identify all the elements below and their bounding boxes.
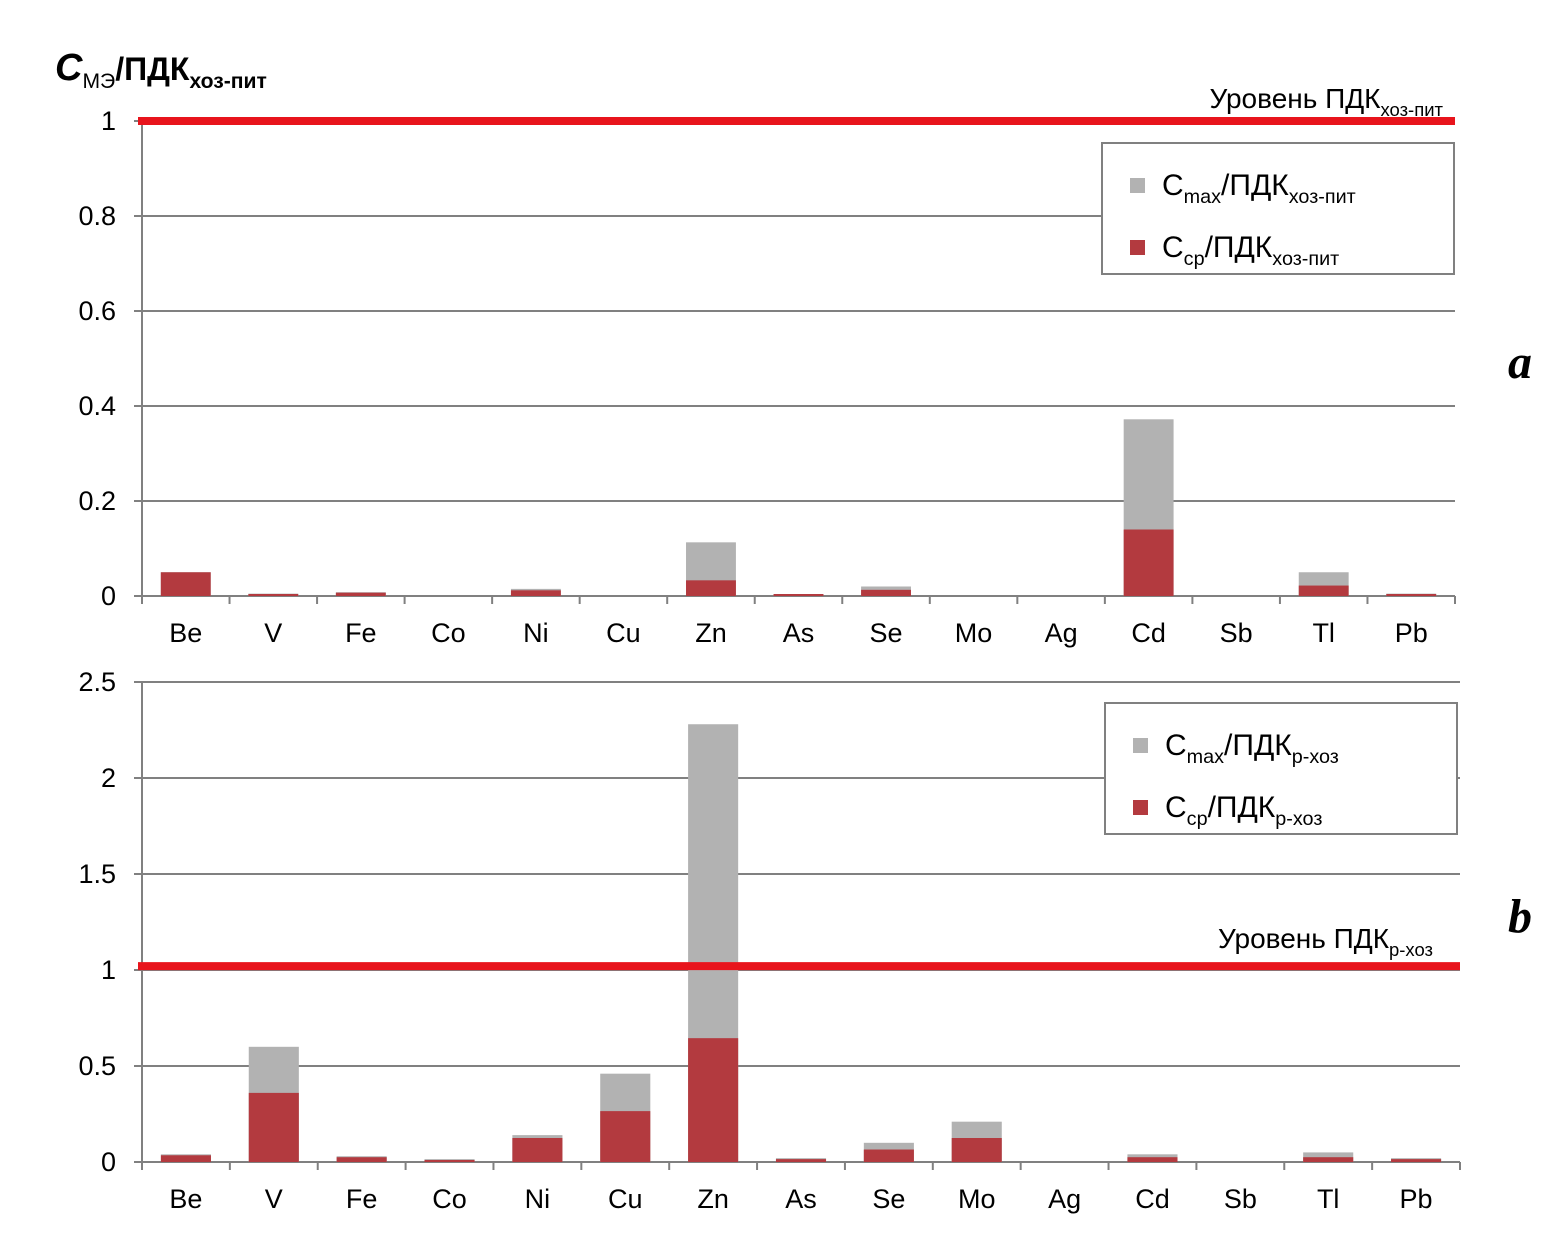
x-tick-label: Fe bbox=[345, 618, 377, 648]
y-tick-label: 2.5 bbox=[78, 667, 116, 697]
panel-label: b bbox=[1508, 890, 1532, 943]
y-tick-label: 0.8 bbox=[78, 201, 116, 231]
x-tick-label: Cd bbox=[1131, 618, 1166, 648]
x-tick-label: Ag bbox=[1048, 1184, 1081, 1214]
legend-swatch-avg bbox=[1133, 800, 1148, 815]
legend: Cmax/ПДКхоз-пит Cср/ПДКхоз-пит bbox=[1101, 142, 1455, 275]
x-tick-label: Sb bbox=[1224, 1184, 1257, 1214]
x-tick-label: Mo bbox=[955, 618, 993, 648]
x-tick-label: Be bbox=[169, 1184, 202, 1214]
x-tick-label: Sb bbox=[1220, 618, 1253, 648]
bar-avg-Tl bbox=[1298, 585, 1349, 596]
x-tick-label: Co bbox=[431, 618, 466, 648]
x-tick-label: As bbox=[783, 618, 815, 648]
y-tick-label: 0 bbox=[101, 581, 116, 611]
y-tick-label: 0 bbox=[101, 1147, 116, 1177]
x-tick-label: V bbox=[265, 1184, 283, 1214]
legend-label-avg: Cср/ПДКхоз-пит bbox=[1162, 231, 1339, 270]
x-tick-label: Zn bbox=[697, 1184, 729, 1214]
bar-avg-Se bbox=[861, 589, 911, 596]
legend-box bbox=[1104, 702, 1458, 835]
legend-label-max: Cmax/ПДКхоз-пит bbox=[1162, 169, 1356, 208]
bar-avg-Ni bbox=[512, 1138, 563, 1162]
bar-avg-Zn bbox=[688, 1038, 739, 1162]
bar-avg-As bbox=[773, 594, 824, 596]
bar-avg-As bbox=[775, 1159, 827, 1162]
legend-label-max: Cmax/ПДКр-хоз bbox=[1165, 729, 1339, 768]
y-tick-label: 0.6 bbox=[78, 296, 116, 326]
legend: Cmax/ПДКр-хоз Cср/ПДКр-хоз bbox=[1104, 702, 1458, 835]
bar-avg-Se bbox=[863, 1149, 914, 1162]
x-tick-label: Tl bbox=[1317, 1184, 1340, 1214]
panel-b-plot: 0 0.5 1 1.5 2 2.5 Be V Fe Co Ni Cu Zn As Se Mo Ag Cd Sb Tl P… bbox=[78, 667, 1532, 1214]
x-tick-label: Zn bbox=[695, 618, 727, 648]
x-tick-label: Ag bbox=[1045, 618, 1078, 648]
x-tick-label: Cu bbox=[606, 618, 641, 648]
legend-swatch-max bbox=[1130, 178, 1145, 193]
panel-a-plot: 0 0.2 0.4 0.6 0.8 1 Be V Fe Co Ni Cu Zn As Se Mo Ag Cd Sb T… bbox=[78, 83, 1532, 648]
x-tick-label: Cu bbox=[608, 1184, 643, 1214]
legend-swatch-avg bbox=[1130, 240, 1145, 255]
bar-avg-Tl bbox=[1303, 1157, 1354, 1162]
bar-avg-Cu bbox=[600, 1111, 651, 1162]
bar-avg-Pb bbox=[1391, 1159, 1442, 1162]
x-tick-label: Co bbox=[432, 1184, 467, 1214]
y-tick-label: 2 bbox=[101, 763, 116, 793]
bar-avg-Fe bbox=[335, 592, 386, 596]
x-tick-label: Se bbox=[872, 1184, 905, 1214]
bar-avg-Mo bbox=[951, 1138, 1002, 1162]
bar-avg-Cd bbox=[1123, 529, 1174, 596]
y-tick-label: 0.5 bbox=[78, 1051, 116, 1081]
y-axis-title: CМЭ/ПДКхоз-пит bbox=[55, 47, 267, 93]
bar-avg-Fe bbox=[336, 1157, 387, 1162]
x-tick-label: As bbox=[785, 1184, 817, 1214]
x-tick-label: Ni bbox=[525, 1184, 551, 1214]
y-tick-label: 1 bbox=[101, 955, 116, 985]
y-tick-label: 1.5 bbox=[78, 859, 116, 889]
bar-avg-Co bbox=[424, 1160, 475, 1162]
legend-label-avg: Cср/ПДКр-хоз bbox=[1165, 791, 1322, 830]
bar-avg-Zn bbox=[686, 580, 736, 596]
legend-box bbox=[1101, 142, 1455, 275]
bar-avg-Cd bbox=[1127, 1157, 1178, 1162]
panel-label: a bbox=[1508, 336, 1532, 389]
bar-avg-Pb bbox=[1386, 594, 1437, 596]
y-tick-label: 0.2 bbox=[78, 486, 116, 516]
bar-avg-V bbox=[248, 1092, 299, 1162]
y-tick-label: 1 bbox=[101, 106, 116, 136]
x-tick-label: Tl bbox=[1312, 618, 1335, 648]
x-tick-label: Pb bbox=[1395, 618, 1428, 648]
x-tick-label: Mo bbox=[958, 1184, 996, 1214]
x-tick-label: Fe bbox=[346, 1184, 378, 1214]
x-tick-label: Se bbox=[870, 618, 903, 648]
reference-line-label: Уровень ПДКхоз-пит bbox=[1209, 83, 1443, 120]
bar-avg-Be bbox=[160, 572, 211, 596]
x-tick-label: Be bbox=[169, 618, 202, 648]
x-tick-label: Cd bbox=[1135, 1184, 1170, 1214]
bar-avg-Ni bbox=[510, 590, 561, 596]
reference-line-label: Уровень ПДКр-хоз bbox=[1218, 923, 1433, 960]
x-tick-label: Pb bbox=[1400, 1184, 1433, 1214]
x-tick-label: V bbox=[264, 618, 282, 648]
legend-swatch-max bbox=[1133, 738, 1148, 753]
x-tick-label: Ni bbox=[523, 618, 549, 648]
bar-avg-V bbox=[248, 594, 299, 596]
y-tick-label: 0.4 bbox=[78, 391, 116, 421]
bar-avg-Be bbox=[160, 1155, 211, 1162]
